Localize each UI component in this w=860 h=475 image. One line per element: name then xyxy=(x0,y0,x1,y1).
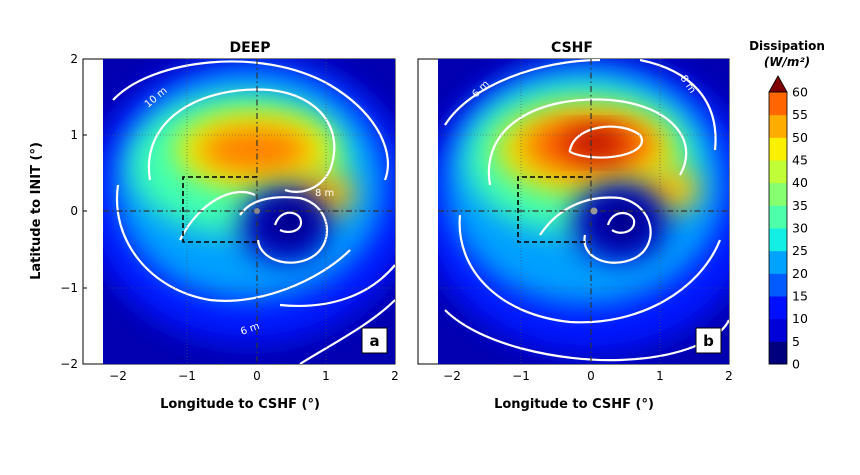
colorbar-band xyxy=(769,273,787,297)
colorbar-band xyxy=(769,250,787,274)
colorbar-tick-label: 5 xyxy=(792,334,800,349)
panel-title-b: CSHF xyxy=(551,40,593,56)
colorbar-band xyxy=(769,296,787,320)
x-tick-label: 2 xyxy=(725,369,733,383)
colorbar-tick-label: 25 xyxy=(792,243,808,258)
y-tick-label: −2 xyxy=(60,357,78,371)
colorbar-tick-label: 20 xyxy=(792,266,808,281)
x-axis-label-b: Longitude to CSHF (°) xyxy=(494,397,654,412)
x-tick-label: −2 xyxy=(109,369,127,383)
x-tick-label: 0 xyxy=(253,369,261,383)
heatmap-field-a xyxy=(103,59,395,364)
colorbar-bands xyxy=(768,75,788,365)
colorbar-tick-label: 30 xyxy=(792,221,808,236)
x-tick-label: 0 xyxy=(587,369,595,383)
colorbar-band xyxy=(769,341,787,365)
colorbar-title: Dissipation xyxy=(749,39,825,53)
center-marker-b xyxy=(590,207,598,215)
x-tick-label: 1 xyxy=(322,369,330,383)
contours-a xyxy=(112,60,395,364)
colorbar-tick-label: 45 xyxy=(792,153,808,168)
colorbar-tick-label: 10 xyxy=(792,311,808,326)
y-tick-label: −1 xyxy=(60,281,78,295)
panel-letter-b: b xyxy=(703,332,714,350)
panel-b: CSHF xyxy=(417,40,733,412)
y-tick-label: 0 xyxy=(70,204,78,218)
x-ticks-a: −2 −1 0 1 2 xyxy=(109,369,399,383)
colorbar-band xyxy=(769,228,787,252)
colorbar-tick-label: 0 xyxy=(792,357,800,372)
x-tick-label: −1 xyxy=(512,369,530,383)
colorbar-tick-label: 55 xyxy=(792,107,808,122)
colorbar-band xyxy=(769,92,787,116)
colorbar-band xyxy=(769,182,787,206)
y-axis-label: Latitude to INIT (°) xyxy=(29,142,44,280)
y-ticks-a: 2 1 0 −1 −2 xyxy=(60,52,78,371)
panel-title-a: DEEP xyxy=(229,40,270,56)
colorbar-band xyxy=(769,205,787,229)
colorbar-tick-label: 15 xyxy=(792,289,808,304)
colorbar-band xyxy=(769,160,787,184)
panel-letter-a: a xyxy=(369,332,379,350)
y-tick-label: 1 xyxy=(70,128,78,142)
x-tick-label: 2 xyxy=(391,369,399,383)
y-tick-label: 2 xyxy=(70,52,78,66)
colorbar-ticks: 0 5 10 15 20 25 30 35 40 45 50 55 60 xyxy=(792,85,808,372)
x-tick-label: −1 xyxy=(178,369,196,383)
colorbar-tick-label: 50 xyxy=(792,130,808,145)
colorbar-band xyxy=(769,114,787,138)
panel-letter-box-b xyxy=(695,327,722,354)
panel-a: DEEP xyxy=(29,40,399,412)
contour-label-8m-a: 8 m xyxy=(315,188,334,199)
colorbar: Dissipation (W/m²) 0 5 10 15 20 25 30 35 40 45 50 5… xyxy=(749,39,825,372)
panel-letter-box-a xyxy=(361,327,388,354)
colorbar-band xyxy=(769,137,787,161)
colorbar-tick-label: 60 xyxy=(792,85,808,100)
colorbar-tick-label: 40 xyxy=(792,175,808,190)
x-axis-label-a: Longitude to CSHF (°) xyxy=(160,397,320,412)
heatmap-field-b xyxy=(438,59,729,364)
x-ticks-b: −2 −1 0 1 2 xyxy=(443,369,733,383)
center-marker-a xyxy=(254,208,260,214)
dashed-box-a xyxy=(182,176,257,243)
dashed-box-b xyxy=(517,176,591,243)
x-tick-label: 1 xyxy=(656,369,664,383)
colorbar-tick-label: 35 xyxy=(792,198,808,213)
colorbar-unit: (W/m²) xyxy=(764,55,810,69)
colorbar-frame xyxy=(768,91,788,365)
x-tick-label: −2 xyxy=(443,369,461,383)
colorbar-band xyxy=(769,318,787,342)
colorbar-extend-triangle xyxy=(768,75,788,93)
